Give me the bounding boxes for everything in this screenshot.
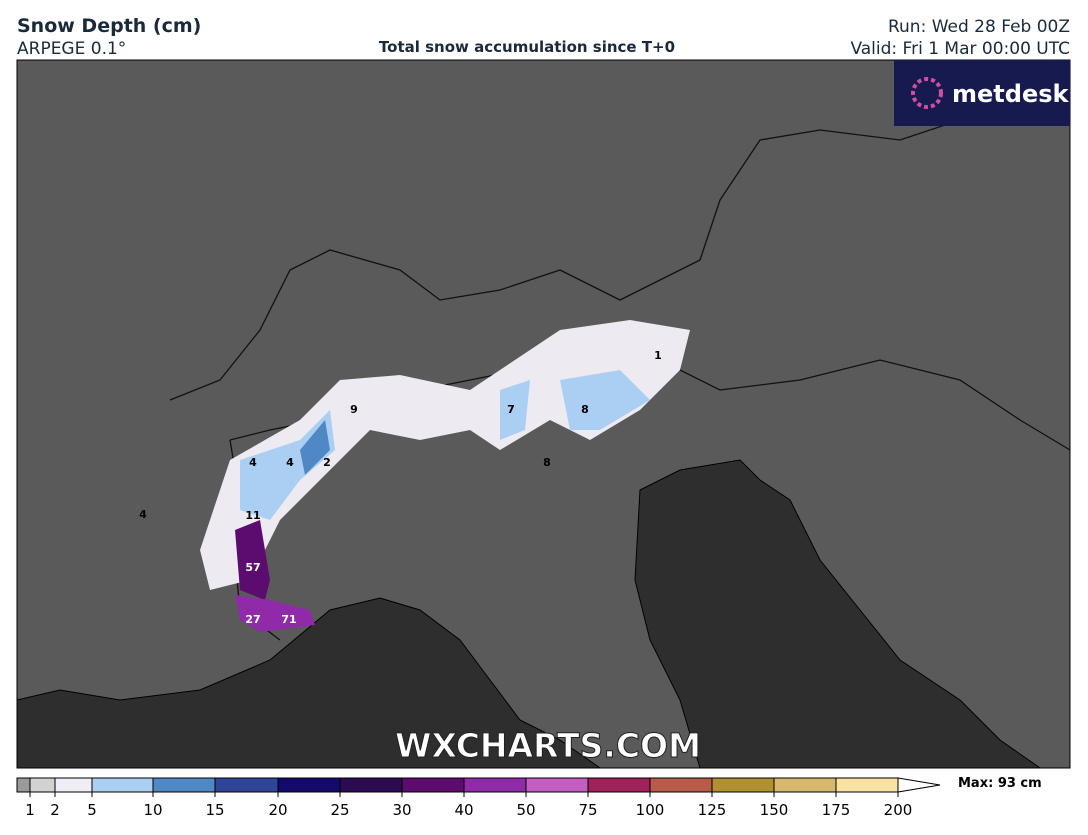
point-label: 4 (249, 456, 257, 469)
legend-segment (339, 777, 403, 793)
legend-label: 40 (454, 801, 473, 819)
point-label: 4 (286, 456, 294, 469)
legend-segment (711, 777, 775, 793)
legend-segment (54, 777, 93, 793)
point-label: 7 (507, 403, 515, 416)
legend-segment (463, 777, 527, 793)
watermark: WXCHARTS.COM (395, 726, 701, 765)
point-label: 57 (245, 561, 260, 574)
model: ARPEGE 0.1° (17, 39, 126, 59)
legend-label: 15 (205, 801, 224, 819)
snow (200, 320, 690, 632)
legend-segment (835, 777, 899, 793)
valid: Valid: Fri 1 Mar 00:00 UTC (850, 39, 1070, 59)
legend-segment (401, 777, 465, 793)
max-label: Max: 93 cm (958, 776, 1042, 791)
legend-label: 10 (143, 801, 162, 819)
legend-label: 150 (760, 801, 789, 819)
point-label: 8 (581, 403, 589, 416)
legend-arrow (897, 777, 941, 793)
legend-label: 200 (884, 801, 913, 819)
legend-segment (649, 777, 713, 793)
legend-segment (29, 777, 56, 793)
legend-label: 75 (578, 801, 597, 819)
point-label: 8 (543, 456, 551, 469)
point-label: 1 (654, 349, 662, 362)
legend-segment (587, 777, 651, 793)
point-label: 27 (245, 613, 260, 626)
legend-label: 25 (330, 801, 349, 819)
legend-segment (214, 777, 279, 793)
legend-segment (16, 777, 31, 793)
map: metdesk WXCHARTS.COM (16, 59, 1071, 769)
legend-segment (152, 777, 216, 793)
legend-label: 100 (636, 801, 665, 819)
subtitle: Total snow accumulation since T+0 (379, 38, 675, 56)
logo-icon (911, 77, 943, 109)
point-label: 11 (245, 509, 260, 522)
sea (16, 597, 602, 769)
legend-label: 50 (516, 801, 535, 819)
legend-segment (773, 777, 837, 793)
legend-label: 30 (392, 801, 411, 819)
point-label: 9 (350, 403, 358, 416)
legend-label: 2 (50, 801, 60, 819)
logo-box (894, 60, 1070, 126)
adriatic (634, 459, 1042, 769)
logo: metdesk (952, 80, 1070, 108)
legend-segment (277, 777, 341, 793)
point-label: 2 (323, 456, 331, 469)
point-label: 71 (281, 613, 296, 626)
legend-label: 20 (268, 801, 287, 819)
legend-label: 125 (698, 801, 727, 819)
legend-label: 175 (822, 801, 851, 819)
legend-segment (91, 777, 154, 793)
point-label: 4 (139, 508, 147, 521)
title: Snow Depth (cm) (17, 15, 201, 37)
legend-label: 1 (25, 801, 35, 819)
legend-segment (525, 777, 589, 793)
run: Run: Wed 28 Feb 00Z (888, 17, 1070, 37)
legend-label: 5 (87, 801, 97, 819)
